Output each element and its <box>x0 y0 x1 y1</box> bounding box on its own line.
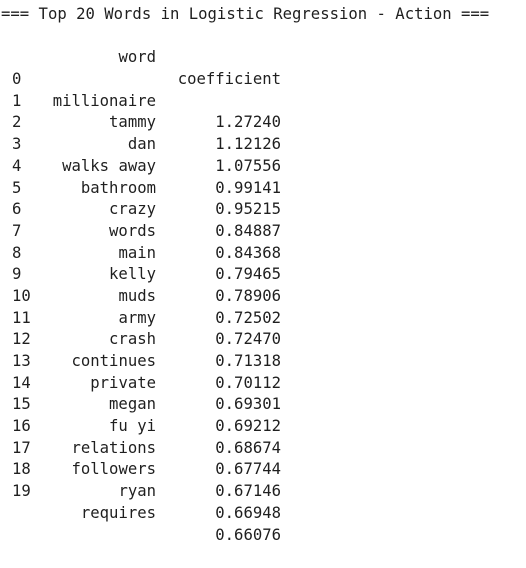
table-row: 11 crash 0.71318 <box>0 286 526 370</box>
table-row: 9 muds 0.72502 <box>0 243 526 326</box>
row-index: 2 <box>12 113 22 132</box>
row-word: followers <box>71 460 157 479</box>
table-header-row: word coefficient <box>0 26 526 88</box>
table-row: 3 walks away 0.99141 <box>0 112 526 196</box>
table-row: 10 army 0.72470 <box>0 264 526 348</box>
table-row: 1 tammy 1.12126 <box>0 69 526 153</box>
row-coefficient: 0.66948 <box>215 503 281 522</box>
row-coefficient: 0.71318 <box>215 352 281 371</box>
row-word: crash <box>109 330 156 349</box>
row-coefficient: 0.69301 <box>215 395 281 414</box>
row-coefficient: 0.84887 <box>215 221 281 240</box>
table-row: 17 followers 0.67146 <box>0 416 526 500</box>
row-index: 6 <box>12 200 22 219</box>
row-coefficient: 0.99141 <box>215 178 281 197</box>
table-row: 5 crazy 0.84887 <box>0 156 526 240</box>
row-coefficient: 0.67146 <box>215 482 281 501</box>
table-row: 16 relations 0.67744 <box>0 394 526 478</box>
row-index: 18 <box>12 460 31 479</box>
row-word: muds <box>118 286 156 305</box>
row-coefficient: 0.78906 <box>215 286 281 305</box>
row-word: tammy <box>109 113 156 132</box>
row-word: words <box>109 221 156 240</box>
row-word: relations <box>71 438 157 457</box>
table-row: 0 millionaire 1.27240 <box>0 47 526 131</box>
row-word: walks away <box>62 156 156 175</box>
header-word: word <box>118 48 156 67</box>
row-index: 11 <box>12 308 31 327</box>
row-coefficient: 0.68674 <box>215 438 281 457</box>
row-coefficient: 0.95215 <box>215 200 281 219</box>
row-index: 14 <box>12 373 31 392</box>
row-word: fu yi <box>109 417 156 436</box>
row-coefficient: 0.79465 <box>215 265 281 284</box>
console-output: === Top 20 Words in Logistic Regression … <box>0 4 526 544</box>
row-coefficient: 1.07556 <box>215 156 281 175</box>
row-word: main <box>118 243 156 262</box>
row-index: 0 <box>12 70 22 89</box>
row-index: 1 <box>12 91 22 110</box>
table-row: 4 bathroom 0.95215 <box>0 134 526 218</box>
row-index: 9 <box>12 265 22 284</box>
row-index: 17 <box>12 438 31 457</box>
table-row: 8 kelly 0.78906 <box>0 221 526 305</box>
row-coefficient: 0.70112 <box>215 373 281 392</box>
row-word: megan <box>109 395 156 414</box>
row-coefficient: 0.69212 <box>215 417 281 436</box>
row-index: 15 <box>12 395 31 414</box>
row-coefficient: 0.72502 <box>215 308 281 327</box>
header-coefficient: coefficient <box>177 70 281 89</box>
row-index: 10 <box>12 286 31 305</box>
output-title: === Top 20 Words in Logistic Regression … <box>1 5 490 23</box>
row-index: 16 <box>12 417 31 436</box>
row-coefficient: 0.84368 <box>215 243 281 262</box>
row-index: 5 <box>12 178 22 197</box>
row-index: 12 <box>12 330 31 349</box>
row-word: ryan <box>118 482 156 501</box>
row-index: 4 <box>12 156 22 175</box>
row-index: 13 <box>12 352 31 371</box>
row-word: continues <box>71 352 157 371</box>
row-coefficient: 1.12126 <box>215 135 281 154</box>
row-coefficient: 0.67744 <box>215 460 281 479</box>
table-row: 2 dan 1.07556 <box>0 91 526 174</box>
row-index: 7 <box>12 221 22 240</box>
row-word: bathroom <box>80 178 156 197</box>
row-word: private <box>90 373 156 392</box>
row-word: crazy <box>109 200 156 219</box>
row-index: 3 <box>12 135 22 154</box>
table-row: 13 private 0.69301 <box>0 329 526 413</box>
table-row: 6 words 0.84368 <box>0 178 526 261</box>
row-index: 8 <box>12 243 22 262</box>
table-row: 12 continues 0.70112 <box>0 308 526 391</box>
table-row: 14 megan 0.69212 <box>0 351 526 435</box>
row-word: millionaire <box>52 91 156 110</box>
table-row: 19 requires 0.66076 <box>0 459 526 543</box>
row-index: 19 <box>12 482 31 501</box>
row-word: kelly <box>109 265 156 284</box>
row-coefficient: 0.66076 <box>215 525 281 544</box>
row-word: army <box>118 308 156 327</box>
table-row: 15 fu yi 0.68674 <box>0 373 526 456</box>
row-word: requires <box>80 503 156 522</box>
row-coefficient: 1.27240 <box>215 113 281 132</box>
row-coefficient: 0.72470 <box>215 330 281 349</box>
table-row: 7 main 0.79465 <box>0 199 526 283</box>
table-row: 18 ryan 0.66948 <box>0 438 526 521</box>
row-word: dan <box>127 135 156 154</box>
